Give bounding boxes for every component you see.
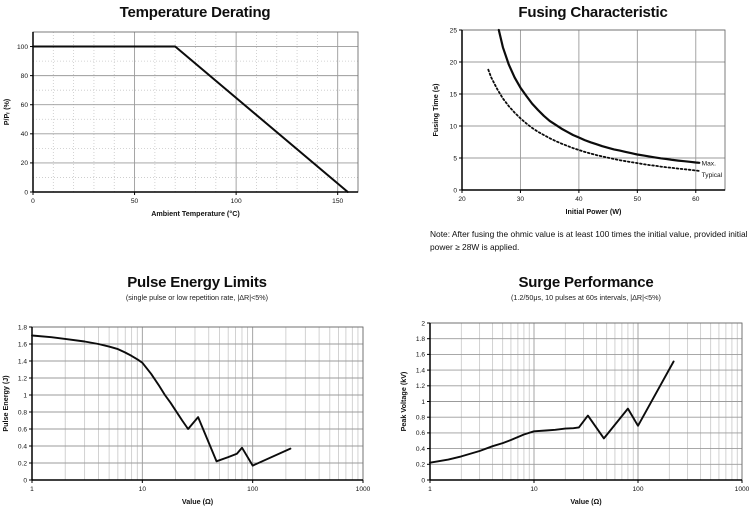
series-max	[497, 28, 701, 164]
series-peak-voltage	[429, 360, 675, 464]
gridlines	[32, 326, 364, 480]
curve-label: Typical	[702, 172, 723, 179]
gridlines	[462, 29, 725, 190]
svg-text:150: 150	[332, 198, 343, 205]
svg-text:15: 15	[450, 91, 458, 98]
svg-text:1.8: 1.8	[18, 324, 27, 331]
svg-text:20: 20	[450, 59, 458, 66]
svg-text:5: 5	[453, 155, 457, 162]
svg-text:40: 40	[21, 131, 29, 138]
svg-text:1: 1	[23, 392, 27, 399]
svg-text:20: 20	[21, 160, 29, 167]
svg-text:100: 100	[247, 486, 258, 493]
svg-text:0.4: 0.4	[416, 446, 425, 453]
chart-title-temperature-derating: Temperature Derating	[119, 4, 271, 21]
x-axis-title: Value (Ω)	[570, 497, 602, 506]
svg-text:60: 60	[21, 102, 29, 109]
svg-text:1.2: 1.2	[416, 383, 425, 390]
svg-text:0.2: 0.2	[18, 460, 27, 467]
plot-frame	[31, 326, 364, 481]
svg-text:10: 10	[139, 486, 147, 493]
curve-label: Max.	[702, 161, 716, 168]
svg-text:1: 1	[30, 486, 34, 493]
svg-text:2: 2	[421, 320, 425, 327]
surge-performance-plot: 1 10 100 1000 0 0.2 0.4 0.6 0.8 1 1.2 1.4 1.6 1.8 2 Val…	[399, 320, 750, 506]
tick-labels: 0 50 100 150 0 20 40 60 80 100	[17, 44, 344, 205]
chart-title-fusing-characteristic: Fusing Characteristic	[518, 4, 668, 21]
svg-text:30: 30	[517, 196, 525, 203]
svg-text:1.2: 1.2	[18, 375, 27, 382]
svg-text:1.4: 1.4	[416, 367, 425, 374]
svg-text:0: 0	[31, 198, 35, 205]
svg-text:100: 100	[632, 486, 643, 493]
svg-text:0.8: 0.8	[416, 415, 425, 422]
y-axis-title: P/Pᵣ (%)	[2, 98, 11, 125]
gridlines	[430, 322, 743, 480]
svg-text:1.8: 1.8	[416, 336, 425, 343]
pulse-energy-limits-plot: 1 10 100 1000 0 0.2 0.4 0.6 0.8 1 1.2 1.4 1.6 1.8 Valu…	[1, 324, 371, 506]
svg-text:0: 0	[24, 189, 28, 196]
svg-text:50: 50	[131, 198, 139, 205]
svg-text:0.2: 0.2	[416, 462, 425, 469]
chart-subtitle-pulse-energy-limits: (single pulse or low repetition rate, |Δ…	[125, 293, 269, 302]
tick-labels: 1 10 100 1000 0 0.2 0.4 0.6 0.8 1 1.2 1.4 1.6 1.8 2	[416, 320, 750, 493]
svg-text:1: 1	[428, 486, 432, 493]
svg-text:1000: 1000	[356, 486, 371, 493]
tick-labels: 1 10 100 1000 0 0.2 0.4 0.6 0.8 1 1.2 1.4 1.6 1.8	[18, 324, 371, 493]
svg-text:0.4: 0.4	[18, 443, 27, 450]
svg-text:1.6: 1.6	[416, 352, 425, 359]
svg-text:80: 80	[21, 73, 29, 80]
chart-title-surge-performance: Surge Performance	[518, 274, 654, 291]
svg-text:1: 1	[421, 399, 425, 406]
svg-text:20: 20	[458, 196, 466, 203]
svg-text:10: 10	[450, 123, 458, 130]
svg-text:0.6: 0.6	[18, 426, 27, 433]
svg-text:0.6: 0.6	[416, 430, 425, 437]
svg-text:0: 0	[453, 187, 457, 194]
svg-text:10: 10	[530, 486, 538, 493]
gridlines	[33, 32, 358, 192]
svg-text:0: 0	[421, 477, 425, 484]
x-axis-title: Value (Ω)	[182, 497, 214, 506]
svg-text:60: 60	[692, 196, 700, 203]
series-derating-line	[32, 45, 349, 193]
tick-labels: 20 30 40 50 60 0 5 10 15 20 25	[450, 27, 700, 203]
svg-text:100: 100	[17, 44, 28, 51]
svg-text:0: 0	[23, 477, 27, 484]
series-pulse-energy	[31, 334, 292, 467]
svg-text:50: 50	[634, 196, 642, 203]
svg-text:40: 40	[575, 196, 583, 203]
svg-text:0.8: 0.8	[18, 409, 27, 416]
y-axis-title: Pulse Energy (J)	[1, 375, 10, 432]
svg-text:100: 100	[231, 198, 242, 205]
y-axis-title: Fusing Time (s)	[431, 83, 440, 137]
fusing-characteristic-plot: 20 30 40 50 60 0 5 10 15 20 25 Initial Power (W) Fus…	[431, 27, 726, 216]
svg-text:1.4: 1.4	[18, 358, 27, 365]
x-axis-title: Ambient Temperature (°C)	[151, 209, 240, 218]
series-typical	[487, 68, 702, 173]
plot-frame	[461, 29, 726, 191]
fusing-note: Note: After fusing the ohmic value is at…	[430, 229, 748, 252]
y-axis-title: Peak Voltage (kV)	[399, 371, 408, 431]
temperature-derating-plot: 0 50 100 150 0 20 40 60 80 100 Ambient Temperature…	[2, 31, 359, 218]
x-axis-title: Initial Power (W)	[566, 207, 623, 216]
svg-text:1000: 1000	[735, 486, 750, 493]
chart-title-pulse-energy-limits: Pulse Energy Limits	[127, 274, 267, 291]
chart-subtitle-surge-performance: (1.2/50μs, 10 pulses at 60s intervals, |…	[511, 293, 661, 302]
svg-text:25: 25	[450, 27, 458, 34]
svg-text:1.6: 1.6	[18, 341, 27, 348]
